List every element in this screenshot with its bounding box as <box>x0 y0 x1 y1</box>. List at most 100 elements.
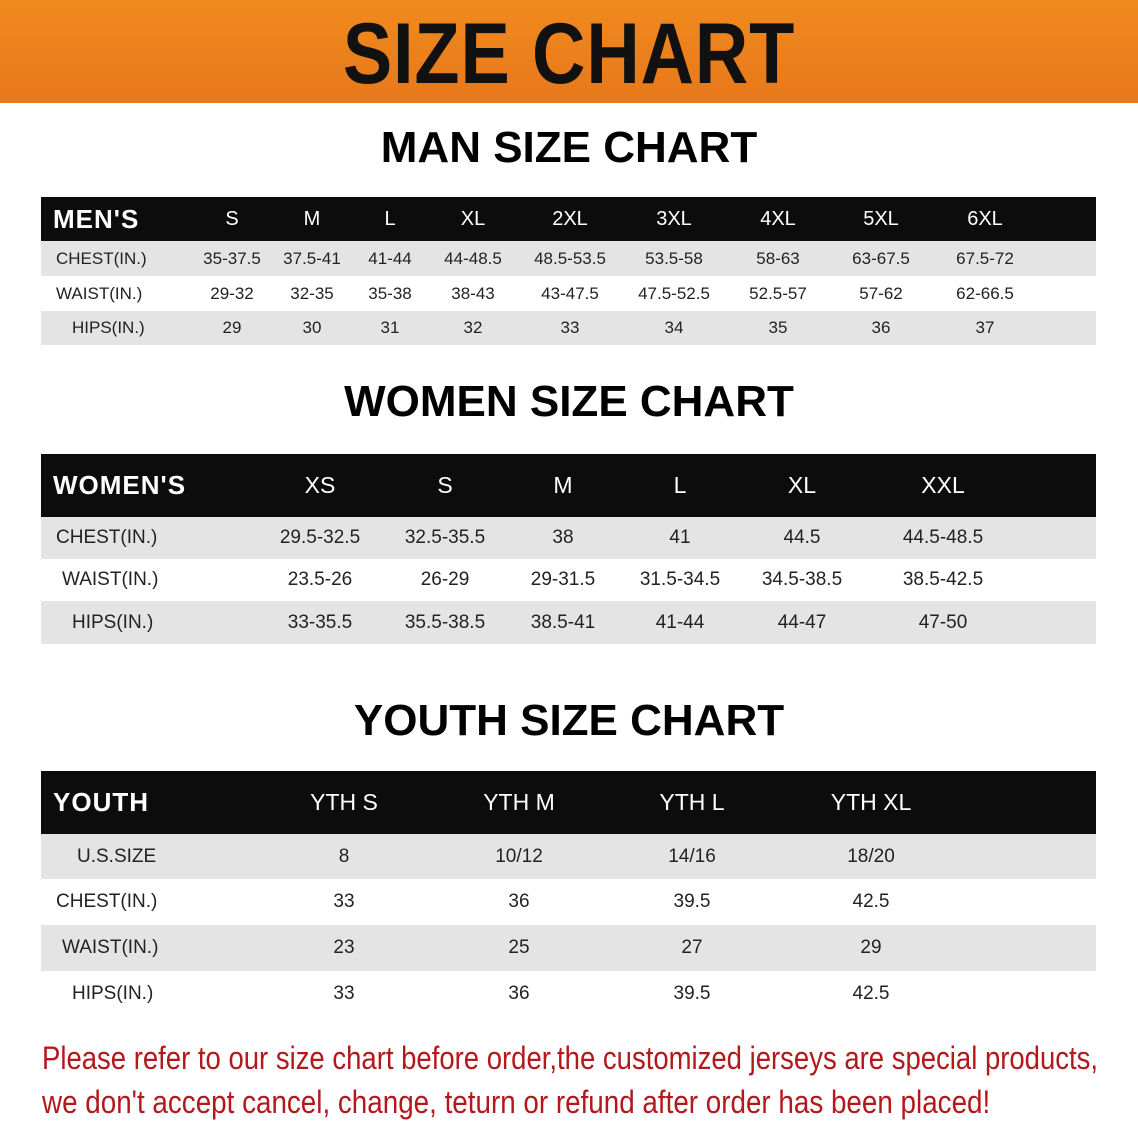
table-header-row: WOMEN'S XS S M L XL XXL <box>41 454 1096 517</box>
row-label: WAIST(IN.) <box>56 284 143 303</box>
table-row: WAIST(IN.) 23 25 27 29 <box>41 925 1096 971</box>
row-label: CHEST(IN.) <box>56 527 158 548</box>
table-cell: 35-37.5 <box>203 249 261 268</box>
table-cell: 35 <box>768 318 788 337</box>
table-cell: 39.5 <box>673 983 711 1004</box>
table-cell: 26-29 <box>420 569 470 590</box>
table-cell: 52.5-57 <box>749 284 807 303</box>
table-row: WAIST(IN.) 23.5-26 26-29 29-31.5 31.5-34.5 34… <box>41 559 1096 601</box>
header-size: 3XL <box>656 208 692 230</box>
table-cell: 30 <box>302 318 322 337</box>
table-cell: 36 <box>871 318 891 337</box>
table-cell: 32 <box>463 318 483 337</box>
table-cell: 35.5-38.5 <box>404 612 486 633</box>
header-size: S <box>225 208 239 230</box>
table-header-row: MEN'S S M L XL 2XL 3XL 4XL 5XL 6XL <box>41 197 1096 241</box>
row-label: U.S.SIZE <box>77 846 157 867</box>
table-cell: 29 <box>860 937 882 958</box>
header-label: WOMEN'S <box>53 470 187 500</box>
table-cell: 29-31.5 <box>530 569 596 590</box>
table-cell: 47.5-52.5 <box>638 284 710 303</box>
table-cell: 32-35 <box>290 284 334 303</box>
table-row: CHEST(IN.) 29.5-32.5 32.5-35.5 38 41 44.5 44.5… <box>41 517 1096 559</box>
youth-size-table: YOUTH YTH S YTH M YTH L YTH XL U.S.SIZE 8 10/12… <box>41 771 1096 1016</box>
header-label: YOUTH <box>53 787 149 817</box>
women-size-table: WOMEN'S XS S M L XL XXL CHEST(IN.) 29.5-32.5 32.5… <box>41 454 1096 644</box>
table-cell: 34 <box>664 318 684 337</box>
table-cell: 33 <box>333 891 355 912</box>
table-cell: 35-38 <box>368 284 412 303</box>
table-cell: 37 <box>975 318 995 337</box>
banner: SIZE CHART <box>0 0 1138 103</box>
row-label: HIPS(IN.) <box>72 318 145 337</box>
table-cell: 32.5-35.5 <box>404 527 486 548</box>
youth-section-title: YOUTH SIZE CHART <box>353 696 785 745</box>
table-cell: 33 <box>560 318 580 337</box>
table-cell: 67.5-72 <box>956 249 1014 268</box>
notice-line-1: Please refer to our size chart before or… <box>42 1040 1099 1076</box>
table-cell: 41-44 <box>368 249 412 268</box>
header-size: YTH XL <box>830 789 912 815</box>
row-label: WAIST(IN.) <box>62 937 159 958</box>
table-cell: 41-44 <box>655 612 705 633</box>
header-size: YTH S <box>310 789 378 815</box>
header-size: 6XL <box>967 208 1003 230</box>
men-size-table: MEN'S S M L XL 2XL 3XL 4XL 5XL 6XL CHEST(IN.) 35-37… <box>41 197 1096 345</box>
table-cell: 41 <box>669 527 691 548</box>
table-row: CHEST(IN.) 35-37.5 37.5-41 41-44 44-48.5 48.5… <box>41 241 1096 276</box>
header-size: XXL <box>921 472 965 498</box>
table-row: HIPS(IN.) 33-35.5 35.5-38.5 38.5-41 41-44 44-… <box>41 601 1096 644</box>
header-size: YTH L <box>659 789 725 815</box>
table-cell: 37.5-41 <box>283 249 341 268</box>
row-label: CHEST(IN.) <box>56 249 147 268</box>
table-cell: 34.5-38.5 <box>761 569 843 590</box>
table-cell: 38-43 <box>451 284 495 303</box>
header-size: 2XL <box>552 208 588 230</box>
table-cell: 36 <box>508 983 530 1004</box>
table-cell: 25 <box>508 937 530 958</box>
table-cell: 36 <box>508 891 530 912</box>
table-cell: 62-66.5 <box>956 284 1014 303</box>
header-size: L <box>384 208 396 230</box>
table-cell: 29 <box>222 318 242 337</box>
table-cell: 44-48.5 <box>444 249 502 268</box>
row-label: HIPS(IN.) <box>72 983 154 1004</box>
table-cell: 10/12 <box>495 846 543 867</box>
table-cell: 18/20 <box>847 846 895 867</box>
table-cell: 53.5-58 <box>645 249 703 268</box>
table-cell: 38 <box>552 527 574 548</box>
table-cell: 44-47 <box>777 612 827 633</box>
table-cell: 47-50 <box>918 612 968 633</box>
table-cell: 38.5-41 <box>530 612 596 633</box>
table-cell: 8 <box>338 846 350 867</box>
table-cell: 14/16 <box>668 846 716 867</box>
table-cell: 39.5 <box>673 891 711 912</box>
table-cell: 42.5 <box>852 891 890 912</box>
men-section-title: MAN SIZE CHART <box>380 123 758 172</box>
table-cell: 27 <box>681 937 703 958</box>
header-size: XS <box>304 472 336 498</box>
header-size: XL <box>460 208 486 230</box>
table-cell: 44.5-48.5 <box>902 527 984 548</box>
notice-line-2: we don't accept cancel, change, teturn o… <box>42 1084 991 1120</box>
header-size: M <box>553 472 573 498</box>
table-row: HIPS(IN.) 29 30 31 32 33 34 35 36 37 <box>41 311 1096 345</box>
table-cell: 43-47.5 <box>541 284 599 303</box>
header-size: XL <box>787 472 817 498</box>
table-cell: 42.5 <box>852 983 890 1004</box>
table-cell: 31.5-34.5 <box>639 569 721 590</box>
table-row: WAIST(IN.) 29-32 32-35 35-38 38-43 43-47.5 47.… <box>41 276 1096 311</box>
table-cell: 29-32 <box>210 284 254 303</box>
table-row: CHEST(IN.) 33 36 39.5 42.5 <box>41 879 1096 925</box>
header-size: 4XL <box>760 208 796 230</box>
banner-title: SIZE CHART <box>342 6 796 102</box>
table-cell: 58-63 <box>756 249 800 268</box>
table-row: U.S.SIZE 8 10/12 14/16 18/20 <box>41 834 1096 879</box>
table-cell: 38.5-42.5 <box>902 569 984 590</box>
table-cell: 29.5-32.5 <box>279 527 361 548</box>
row-label: WAIST(IN.) <box>62 569 159 590</box>
table-cell: 33-35.5 <box>287 612 353 633</box>
header-size: YTH M <box>483 789 555 815</box>
row-label: CHEST(IN.) <box>56 891 158 912</box>
table-cell: 57-62 <box>859 284 903 303</box>
